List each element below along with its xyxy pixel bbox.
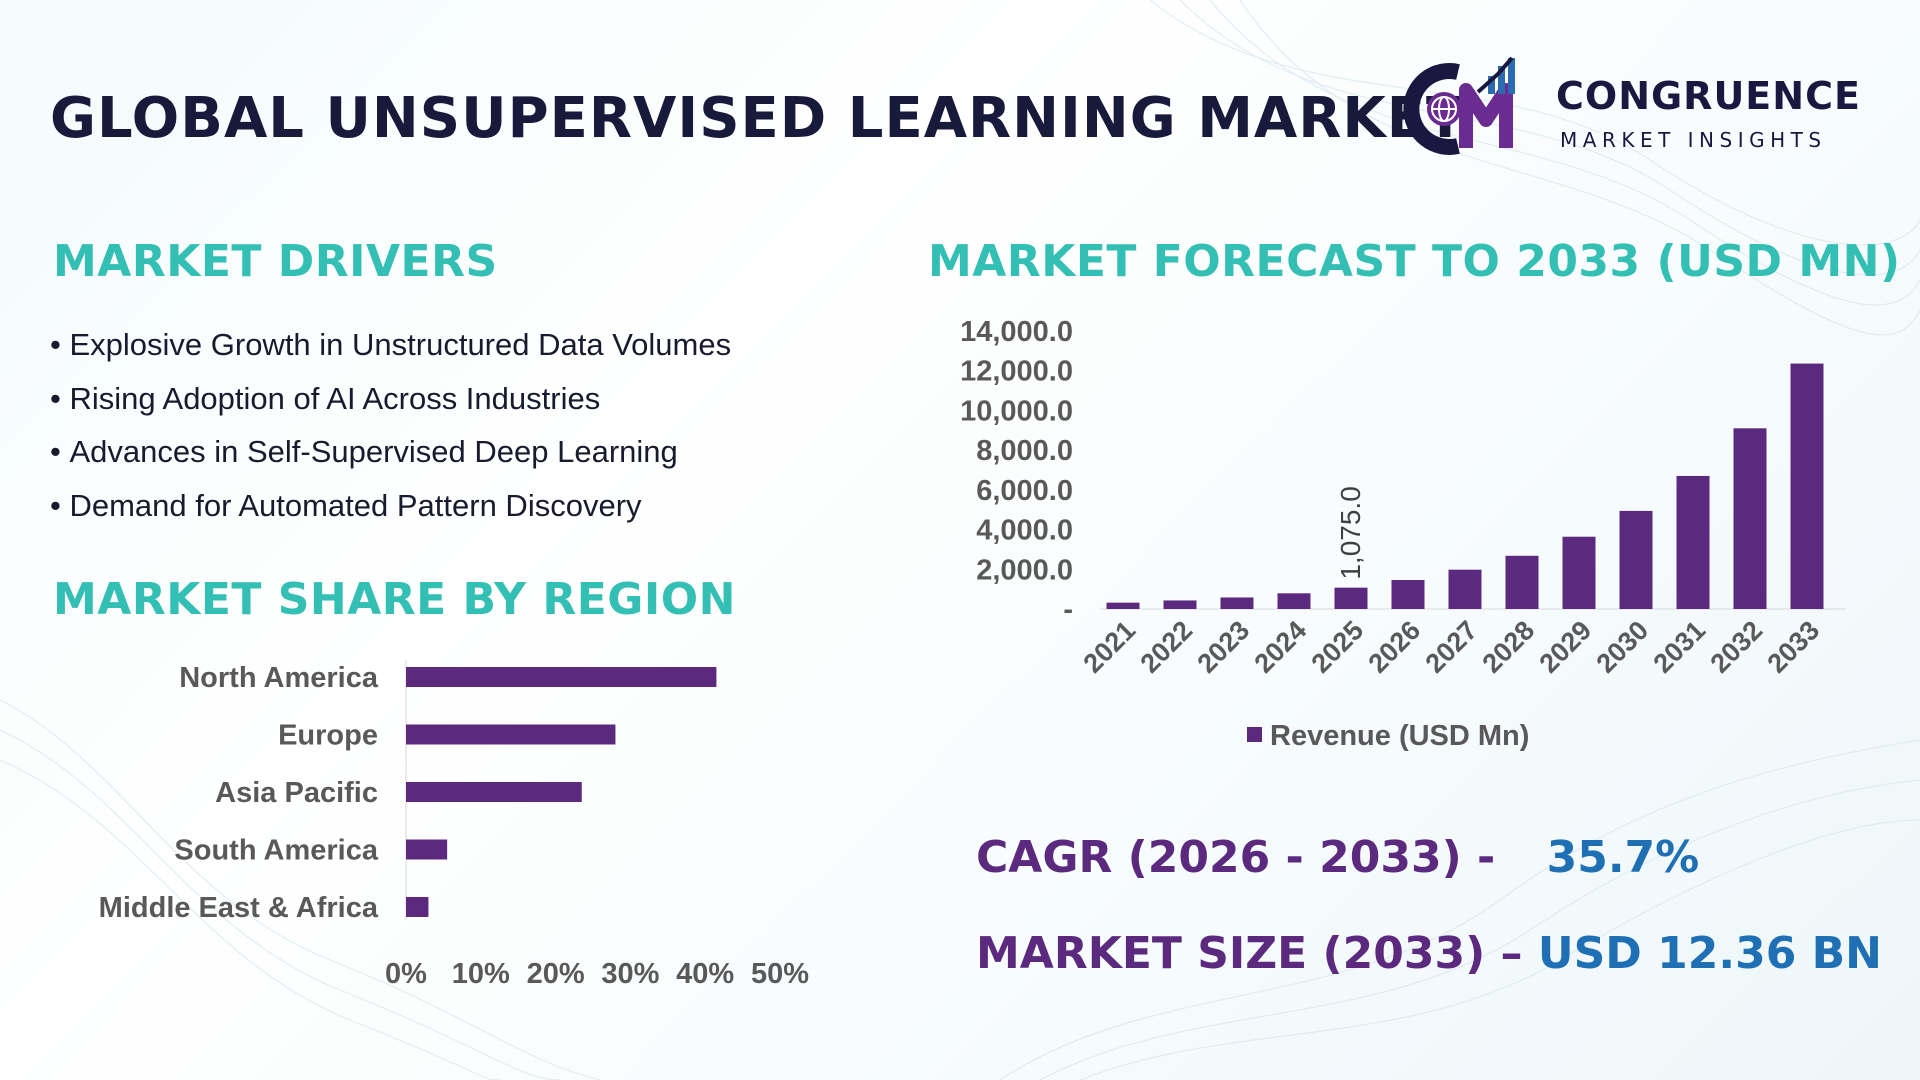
forecast-x-tick-label: 2026 [1363, 615, 1427, 679]
forecast-x-tick-label: 2031 [1648, 615, 1712, 679]
region-x-tick-label: 30% [601, 958, 659, 990]
logo-name: CONGRUENCE [1556, 74, 1861, 118]
forecast-x-tick-label: 2029 [1534, 615, 1598, 679]
page-title: GLOBAL UNSUPERVISED LEARNING MARKET [50, 86, 1466, 151]
forecast-bar [1790, 363, 1824, 609]
region-bar [406, 782, 582, 802]
market-size-label: MARKET SIZE (2033) – [976, 928, 1523, 979]
market-size-value: USD 12.36 BN [1537, 928, 1882, 979]
region-bar [406, 724, 616, 745]
forecast-y-tick-label: 8,000.0 [976, 435, 1073, 467]
forecast-data-label: 1,075.0 [1335, 486, 1366, 579]
forecast-bar [1334, 587, 1368, 609]
region-category-label: Europe [278, 720, 378, 752]
forecast-y-tick-label: 6,000.0 [976, 475, 1073, 507]
forecast-x-tick-label: 2021 [1078, 615, 1142, 679]
market-size-kpi: MARKET SIZE (2033) – USD 12.36 BN [976, 928, 1882, 979]
driver-item: Rising Adoption of AI Across Industries [50, 376, 731, 430]
region-heading: MARKET SHARE BY REGION [53, 574, 736, 625]
forecast-bar [1106, 602, 1140, 609]
cagr-label: CAGR (2026 - 2033) - [976, 832, 1496, 883]
region-x-tick-label: 10% [452, 958, 510, 990]
drivers-list: Explosive Growth in Unstructured Data Vo… [50, 322, 731, 536]
forecast-y-tick-label: 2,000.0 [976, 554, 1073, 586]
logo-tagline: MARKET INSIGHTS [1560, 128, 1827, 152]
drivers-heading: MARKET DRIVERS [53, 236, 498, 287]
region-x-tick-label: 0% [385, 958, 427, 990]
region-bar [406, 839, 448, 860]
region-x-tick-label: 50% [751, 958, 809, 990]
forecast-bar [1676, 475, 1710, 609]
region-category-label: Middle East & Africa [99, 892, 379, 924]
region-bar [406, 897, 429, 917]
forecast-x-tick-label: 2025 [1306, 615, 1370, 679]
forecast-bar [1163, 600, 1197, 609]
company-logo: CONGRUENCE MARKET INSIGHTS [1400, 52, 1870, 162]
driver-item: Explosive Growth in Unstructured Data Vo… [50, 322, 731, 376]
forecast-bar [1391, 580, 1425, 609]
forecast-x-tick-label: 2030 [1591, 615, 1655, 679]
forecast-bar [1277, 593, 1311, 609]
forecast-x-tick-label: 2022 [1135, 615, 1199, 679]
forecast-bar [1562, 536, 1596, 609]
forecast-x-tick-label: 2027 [1420, 615, 1484, 679]
legend-label: Revenue (USD Mn) [1270, 720, 1529, 752]
forecast-x-tick-label: 2023 [1192, 615, 1256, 679]
forecast-bar [1733, 428, 1767, 609]
forecast-heading: MARKET FORECAST TO 2033 (USD MN) [928, 236, 1901, 287]
legend-swatch [1247, 727, 1262, 742]
forecast-y-tick-label: - [1063, 594, 1073, 626]
forecast-x-tick-label: 2032 [1705, 615, 1769, 679]
forecast-bar [1220, 597, 1254, 609]
region-category-label: South America [174, 835, 378, 867]
cagr-value: 35.7% [1546, 832, 1700, 883]
forecast-x-tick-label: 2028 [1477, 615, 1541, 679]
cagr-kpi: CAGR (2026 - 2033) - 35.7% [976, 832, 1699, 883]
region-x-tick-label: 40% [676, 958, 734, 990]
region-bar [406, 667, 717, 687]
driver-item: Demand for Automated Pattern Discovery [50, 483, 731, 537]
region-category-label: Asia Pacific [215, 777, 378, 809]
region-x-tick-label: 20% [527, 958, 585, 990]
logo-emblem-icon [1403, 56, 1515, 155]
forecast-y-tick-label: 12,000.0 [960, 356, 1073, 388]
driver-item: Advances in Self-Supervised Deep Learnin… [50, 429, 731, 483]
forecast-bar [1505, 555, 1539, 609]
forecast-x-tick-label: 2033 [1762, 615, 1826, 679]
forecast-bar [1619, 510, 1653, 609]
region-category-label: North America [179, 662, 379, 694]
forecast-y-tick-label: 14,000.0 [960, 316, 1073, 348]
forecast-bar [1448, 569, 1482, 609]
forecast-x-tick-label: 2024 [1249, 615, 1313, 679]
forecast-y-tick-label: 4,000.0 [976, 515, 1073, 547]
forecast-y-tick-label: 10,000.0 [960, 395, 1073, 427]
